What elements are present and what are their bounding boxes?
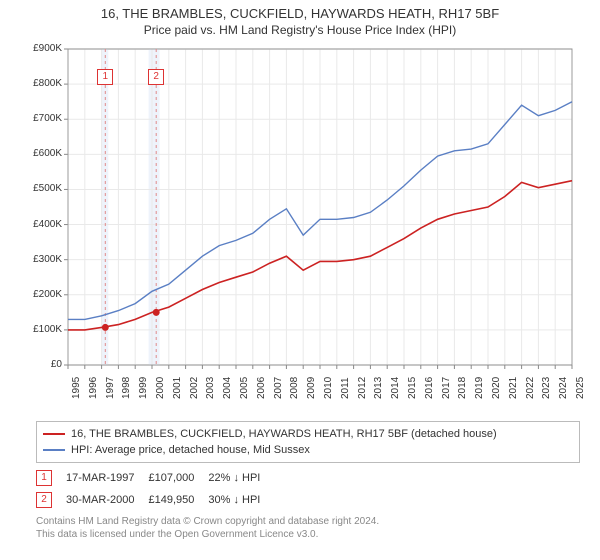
legend-label: HPI: Average price, detached house, Mid … <box>71 442 310 458</box>
legend-swatch <box>43 433 65 435</box>
sale-marker: 1 <box>36 470 52 486</box>
sale-marker: 2 <box>148 69 164 85</box>
legend-item: 16, THE BRAMBLES, CUCKFIELD, HAYWARDS HE… <box>43 426 573 442</box>
y-axis-tick-label: £900K <box>33 43 62 54</box>
x-axis-tick-label: 2008 <box>289 377 300 399</box>
x-axis-tick-label: 2007 <box>273 377 284 399</box>
x-axis-tick-label: 2013 <box>373 377 384 399</box>
sale-diff: 22% ↓ HPI <box>208 467 274 489</box>
x-axis-tick-label: 2003 <box>205 377 216 399</box>
sale-date: 17-MAR-1997 <box>66 467 148 489</box>
x-axis-tick-label: 2002 <box>189 377 200 399</box>
x-axis-tick-label: 2001 <box>172 377 183 399</box>
y-axis-tick-label: £100K <box>33 324 62 335</box>
x-axis-tick-label: 2024 <box>558 377 569 399</box>
y-axis-tick-label: £0 <box>51 359 62 370</box>
x-axis-tick-label: 2014 <box>390 377 401 399</box>
x-axis-tick-label: 2019 <box>474 377 485 399</box>
table-row: 2 30-MAR-2000£149,95030% ↓ HPI <box>36 489 274 511</box>
x-axis-tick-label: 2017 <box>441 377 452 399</box>
x-axis-tick-label: 2005 <box>239 377 250 399</box>
x-axis-tick-label: 2012 <box>357 377 368 399</box>
sale-price: £149,950 <box>148 489 208 511</box>
x-axis-tick-label: 2011 <box>340 377 351 399</box>
y-axis-tick-label: £700K <box>33 113 62 124</box>
legend: 16, THE BRAMBLES, CUCKFIELD, HAYWARDS HE… <box>36 421 580 463</box>
legend-item: HPI: Average price, detached house, Mid … <box>43 442 573 458</box>
footer-line: Contains HM Land Registry data © Crown c… <box>36 515 580 528</box>
x-axis-tick-label: 2000 <box>155 377 166 399</box>
y-axis-tick-label: £200K <box>33 289 62 300</box>
y-axis-tick-label: £500K <box>33 183 62 194</box>
y-axis-tick-label: £300K <box>33 254 62 265</box>
sale-marker: 2 <box>36 492 52 508</box>
y-axis-tick-label: £800K <box>33 78 62 89</box>
x-axis-tick-label: 2025 <box>575 377 586 399</box>
table-row: 1 17-MAR-1997£107,00022% ↓ HPI <box>36 467 274 489</box>
x-axis-tick-label: 2006 <box>256 377 267 399</box>
x-axis-tick-label: 2022 <box>525 377 536 399</box>
x-axis-tick-label: 2018 <box>457 377 468 399</box>
x-axis-tick-label: 2016 <box>424 377 435 399</box>
y-axis-tick-label: £400K <box>33 219 62 230</box>
x-axis-tick-label: 2004 <box>222 377 233 399</box>
sale-marker: 1 <box>97 69 113 85</box>
footer: Contains HM Land Registry data © Crown c… <box>36 515 580 541</box>
x-axis-tick-label: 1998 <box>121 377 132 399</box>
sale-price: £107,000 <box>148 467 208 489</box>
sale-date: 30-MAR-2000 <box>66 489 148 511</box>
x-axis-tick-label: 2009 <box>306 377 317 399</box>
x-axis-tick-label: 2010 <box>323 377 334 399</box>
x-axis-tick-label: 2021 <box>508 377 519 399</box>
footer-line: This data is licensed under the Open Gov… <box>36 528 580 541</box>
x-axis-tick-label: 1999 <box>138 377 149 399</box>
sales-table: 1 17-MAR-1997£107,00022% ↓ HPI 2 30-MAR-200… <box>36 467 274 511</box>
x-axis-tick-label: 2023 <box>541 377 552 399</box>
line-chart <box>20 43 580 413</box>
legend-label: 16, THE BRAMBLES, CUCKFIELD, HAYWARDS HE… <box>71 426 497 442</box>
chart-area: £0 £100K £200K £300K £400K £500K £600K £700K £80… <box>20 43 580 413</box>
x-axis-tick-label: 1996 <box>88 377 99 399</box>
x-axis-tick-label: 2015 <box>407 377 418 399</box>
x-axis-tick-label: 1995 <box>71 377 82 399</box>
chart-subtitle: Price paid vs. HM Land Registry's House … <box>0 23 600 37</box>
legend-swatch <box>43 449 65 451</box>
sale-diff: 30% ↓ HPI <box>208 489 274 511</box>
y-axis-tick-label: £600K <box>33 148 62 159</box>
x-axis-tick-label: 1997 <box>105 377 116 399</box>
x-axis-tick-label: 2020 <box>491 377 502 399</box>
chart-title: 16, THE BRAMBLES, CUCKFIELD, HAYWARDS HE… <box>0 6 600 21</box>
